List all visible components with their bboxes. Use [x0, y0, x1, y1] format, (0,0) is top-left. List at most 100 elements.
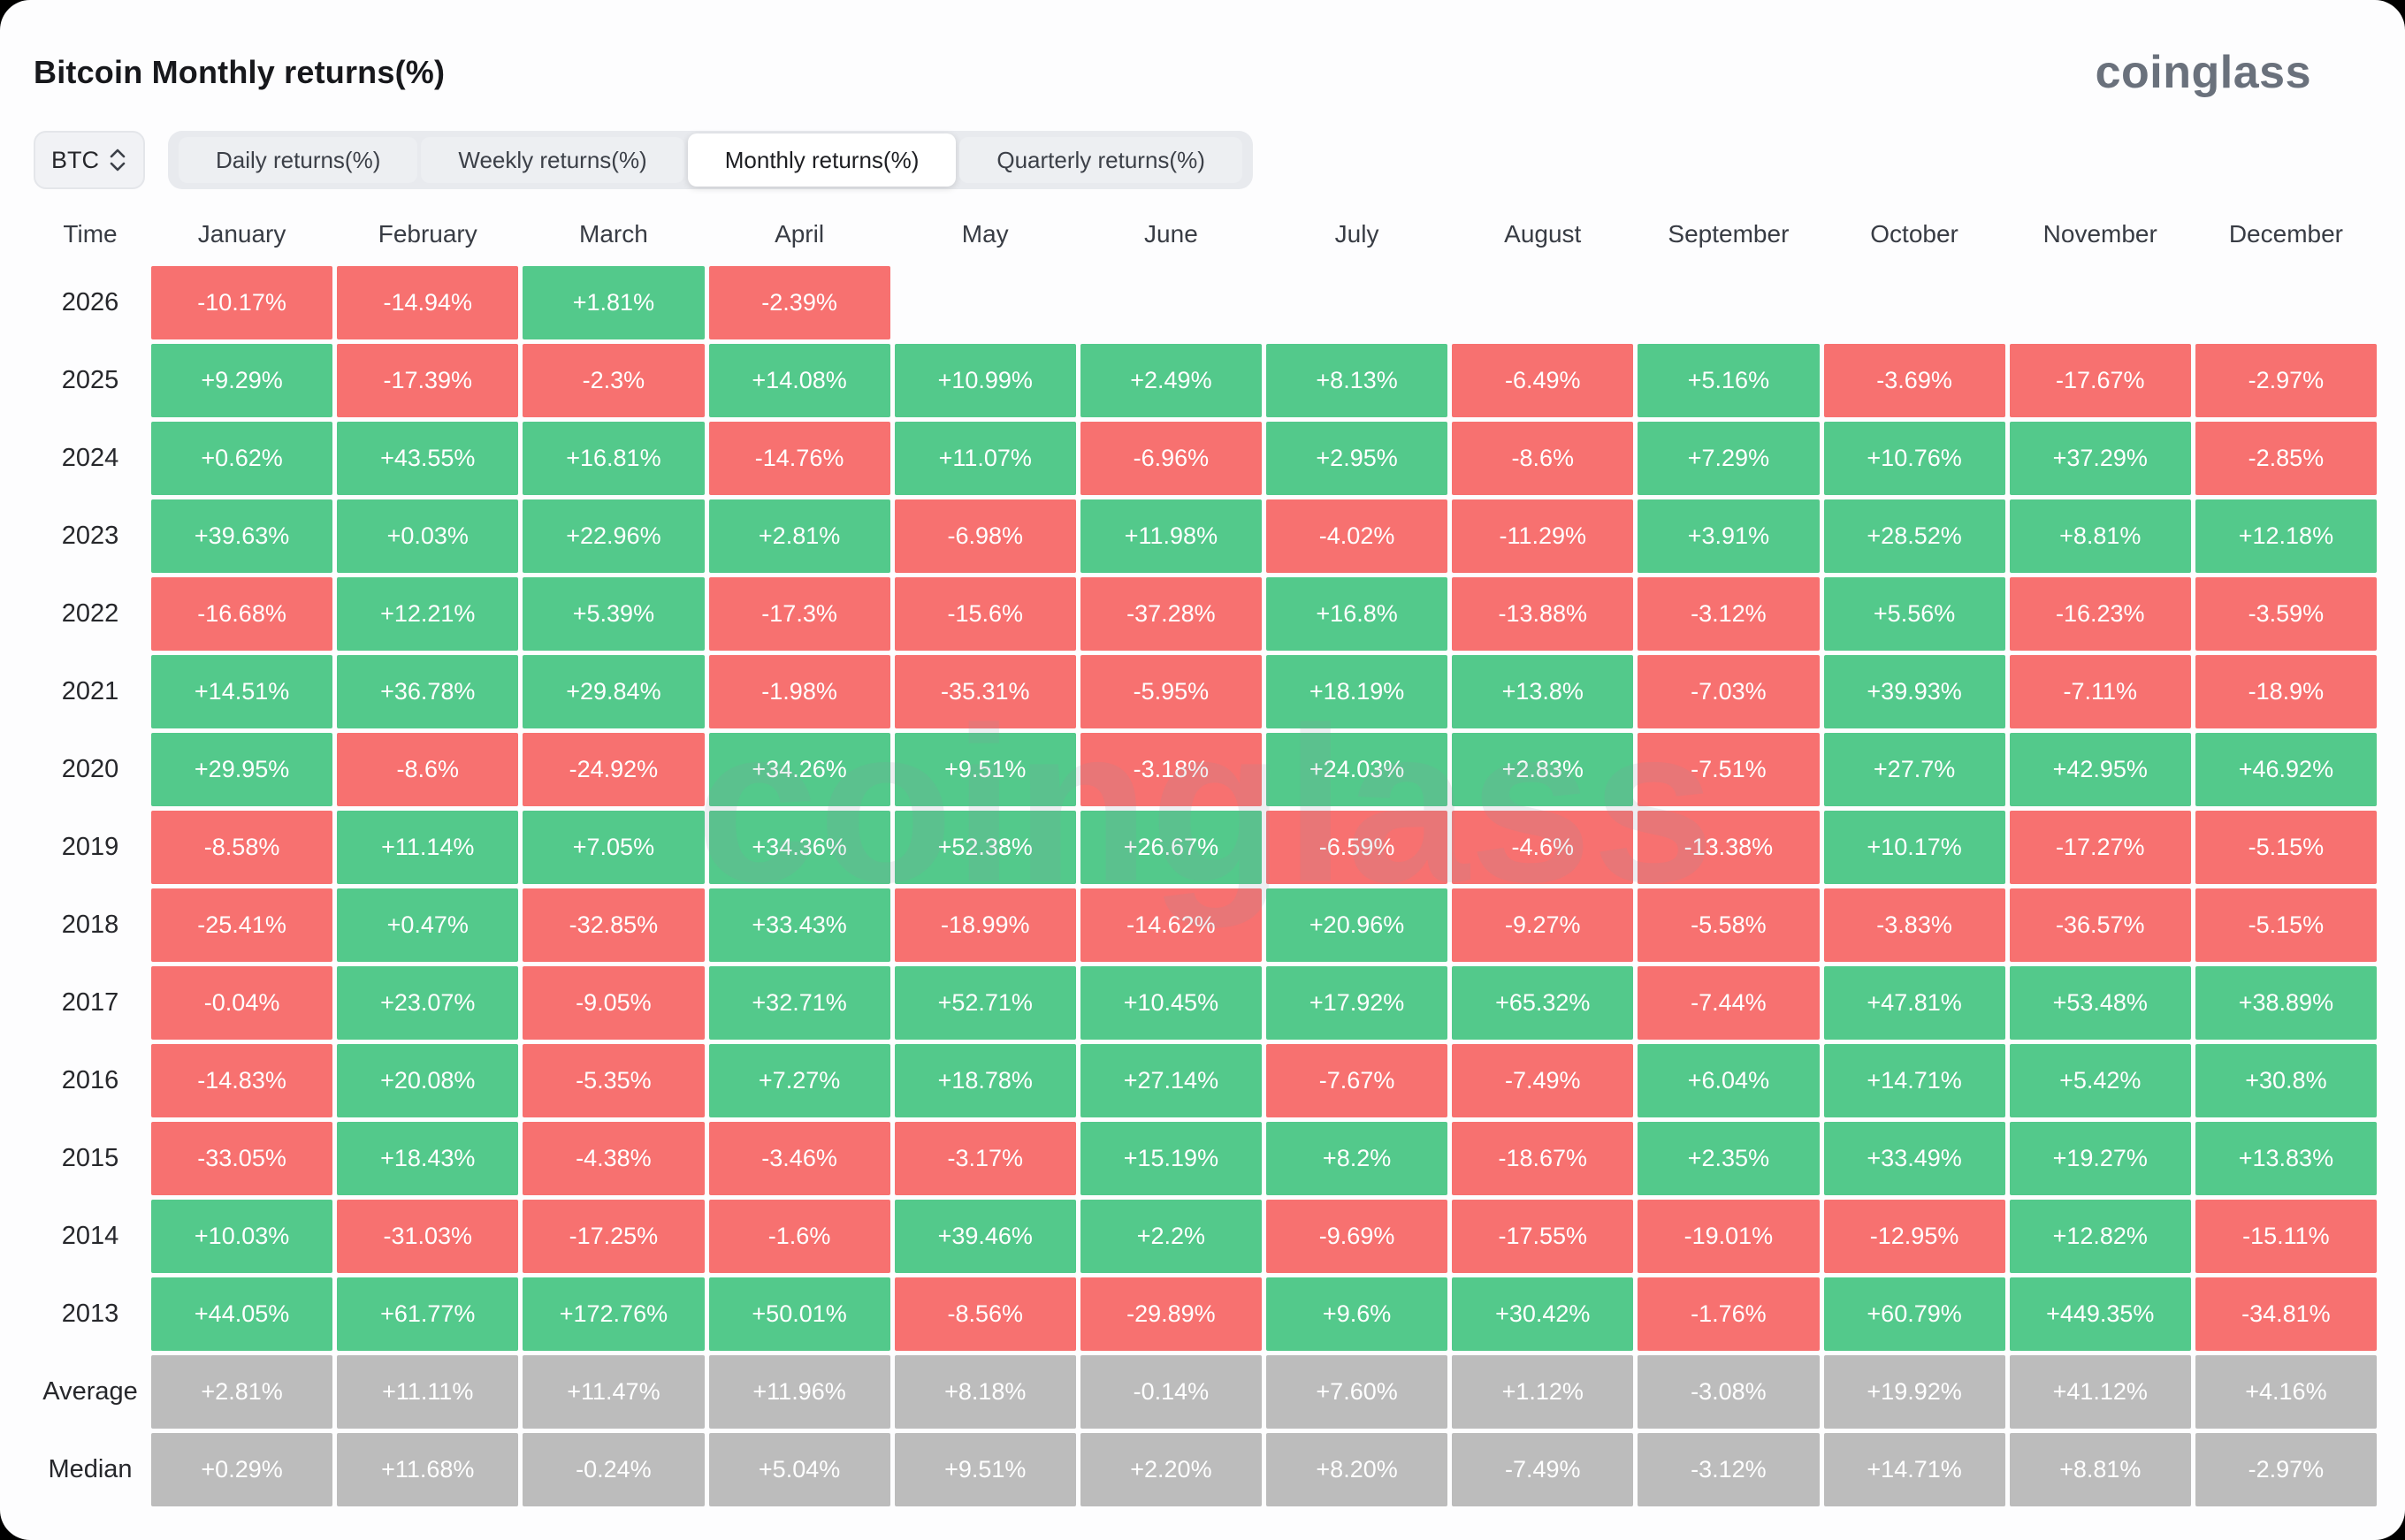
return-cell: -0.04%	[151, 966, 333, 1040]
tab-quarterly-returns[interactable]: Quarterly returns(%)	[959, 137, 1242, 183]
return-cell: +22.96%	[523, 499, 705, 573]
empty-cell	[1824, 266, 2005, 339]
return-cell: +42.95%	[2009, 733, 2191, 806]
return-cell: -29.89%	[1080, 1277, 1262, 1351]
return-cell: -3.18%	[1080, 733, 1262, 806]
row-label-2023: 2023	[61, 522, 119, 550]
return-cell: -13.38%	[1638, 811, 1820, 884]
empty-cell	[1638, 266, 1819, 339]
row-label-average: Average	[42, 1377, 138, 1406]
return-cell: -2.85%	[2195, 422, 2377, 495]
tab-monthly-returns[interactable]: Monthly returns(%)	[687, 133, 957, 187]
return-cell: -8.58%	[151, 811, 333, 884]
return-cell: -3.08%	[1638, 1355, 1820, 1429]
return-cell: +8.20%	[1266, 1433, 1448, 1506]
return-cell: -5.15%	[2195, 811, 2377, 884]
returns-table-wrap: Time January February March April May June July…	[34, 207, 2377, 1506]
return-cell: -10.17%	[151, 266, 333, 339]
return-cell: +52.38%	[894, 811, 1076, 884]
return-cell: +20.96%	[1266, 888, 1448, 962]
return-cell: -31.03%	[337, 1200, 519, 1273]
return-cell: -3.83%	[1823, 888, 2005, 962]
return-cell: -16.68%	[151, 577, 333, 651]
return-cell: -17.39%	[337, 344, 519, 417]
return-cell: +13.8%	[1452, 655, 1634, 728]
row-label-2018: 2018	[61, 911, 119, 939]
return-cell: -4.6%	[1452, 811, 1634, 884]
return-cell: +50.01%	[708, 1277, 890, 1351]
return-cell: +23.07%	[337, 966, 519, 1040]
row-label-2022: 2022	[61, 599, 119, 628]
return-cell: +18.43%	[337, 1122, 519, 1195]
column-header-may: May	[961, 220, 1009, 248]
return-cell: +19.27%	[2009, 1122, 2191, 1195]
return-cell: +12.21%	[337, 577, 519, 651]
return-cell: +52.71%	[894, 966, 1076, 1040]
column-header-august: August	[1504, 220, 1582, 248]
return-cell: +28.52%	[1823, 499, 2005, 573]
return-cell: +0.03%	[337, 499, 519, 573]
return-cell: -18.99%	[894, 888, 1076, 962]
return-cell: +11.98%	[1080, 499, 1262, 573]
return-cell: +5.56%	[1823, 577, 2005, 651]
return-cell: -0.14%	[1080, 1355, 1262, 1429]
empty-cell	[895, 266, 1076, 339]
return-cell: -4.02%	[1266, 499, 1448, 573]
column-header-april: April	[775, 220, 825, 248]
return-cell: -37.28%	[1080, 577, 1262, 651]
return-cell: +43.55%	[337, 422, 519, 495]
row-label-2025: 2025	[61, 366, 119, 394]
row-label-2015: 2015	[61, 1144, 119, 1172]
return-cell: +15.19%	[1080, 1122, 1262, 1195]
row-label-2013: 2013	[61, 1300, 119, 1328]
return-cell: -3.17%	[894, 1122, 1076, 1195]
return-cell: -2.97%	[2195, 344, 2377, 417]
column-header-october: October	[1870, 220, 1958, 248]
return-cell: -2.97%	[2195, 1433, 2377, 1506]
return-cell: -36.57%	[2009, 888, 2191, 962]
row-label-2024: 2024	[61, 444, 119, 472]
row-label-2019: 2019	[61, 833, 119, 861]
return-cell: +172.76%	[523, 1277, 705, 1351]
return-cell: -19.01%	[1638, 1200, 1820, 1273]
return-cell: -3.69%	[1823, 344, 2005, 417]
return-cell: +19.92%	[1823, 1355, 2005, 1429]
return-cell: -25.41%	[151, 888, 333, 962]
return-cell: -14.94%	[337, 266, 519, 339]
return-cell: -7.49%	[1452, 1433, 1634, 1506]
return-cell: -9.69%	[1266, 1200, 1448, 1273]
return-cell: +0.62%	[151, 422, 333, 495]
return-cell: +12.18%	[2195, 499, 2377, 573]
return-cell: +30.42%	[1452, 1277, 1634, 1351]
return-cell: +11.47%	[523, 1355, 705, 1429]
return-cell: +7.05%	[523, 811, 705, 884]
return-cell: -16.23%	[2009, 577, 2191, 651]
return-cell: -14.62%	[1080, 888, 1262, 962]
return-cell: +44.05%	[151, 1277, 333, 1351]
row-label-2026: 2026	[61, 288, 119, 316]
tab-weekly-returns[interactable]: Weekly returns(%)	[421, 137, 684, 183]
return-cell: +13.83%	[2195, 1122, 2377, 1195]
return-cell: +18.78%	[894, 1044, 1076, 1117]
return-cell: -18.9%	[2195, 655, 2377, 728]
symbol-select-value: BTC	[51, 146, 99, 173]
row-label-median: Median	[48, 1455, 133, 1483]
return-cell: -3.59%	[2195, 577, 2377, 651]
return-cell: +20.08%	[337, 1044, 519, 1117]
return-cell: +449.35%	[2009, 1277, 2191, 1351]
symbol-select[interactable]: BTC	[34, 131, 145, 189]
return-cell: +11.96%	[708, 1355, 890, 1429]
return-cell: +10.45%	[1080, 966, 1262, 1040]
return-cell: +39.63%	[151, 499, 333, 573]
return-cell: +14.08%	[708, 344, 890, 417]
return-cell: +2.2%	[1080, 1200, 1262, 1273]
return-cell: +9.51%	[894, 1433, 1076, 1506]
tab-daily-returns[interactable]: Daily returns(%)	[179, 137, 418, 183]
return-cell: +5.04%	[708, 1433, 890, 1506]
return-cell: +9.51%	[894, 733, 1076, 806]
returns-table: Time January February March April May June July…	[34, 207, 2377, 1506]
return-cell: +29.84%	[523, 655, 705, 728]
row-label-2017: 2017	[61, 988, 119, 1017]
return-cell: +1.12%	[1452, 1355, 1634, 1429]
column-header-january: January	[197, 220, 286, 248]
